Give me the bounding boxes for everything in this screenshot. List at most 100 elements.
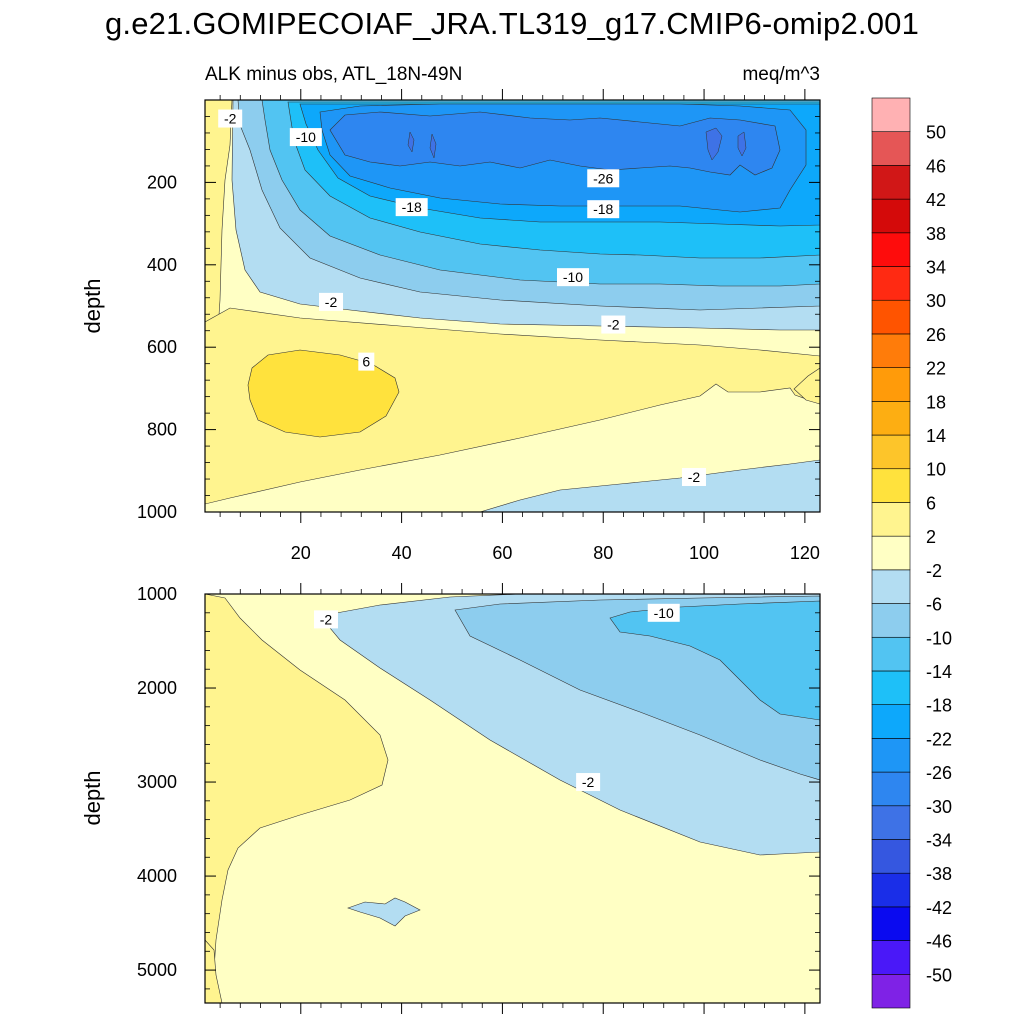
contour-label: -2 bbox=[320, 611, 333, 627]
x-tick-label: 80 bbox=[593, 543, 613, 563]
colorbar-swatch bbox=[871, 636, 911, 672]
colorbar-label: -14 bbox=[926, 662, 952, 682]
contour-labels: -2-10-18-26-18-10-2-26-2-2 -10-2 bbox=[218, 109, 706, 792]
colorbar-label: -50 bbox=[926, 965, 952, 985]
fill-upper-6 bbox=[247, 349, 400, 438]
contour-label: -2 bbox=[607, 317, 620, 333]
contour-label-bg bbox=[681, 467, 706, 486]
colorbar-label: 38 bbox=[926, 224, 946, 244]
contour-label: -18 bbox=[402, 199, 422, 215]
colorbar-swatch bbox=[871, 367, 911, 402]
contour-label: -2 bbox=[688, 469, 701, 485]
fill-upper-deep-neg-2-edge bbox=[800, 462, 820, 512]
colorbar-swatch bbox=[871, 198, 911, 234]
colorbar-label: -30 bbox=[926, 797, 952, 817]
colorbar: -50-46-42-38-34-30-26-22-18-14-10-6-2261… bbox=[871, 97, 952, 1009]
colorbar-label: 2 bbox=[926, 527, 936, 547]
colorbar-label: 46 bbox=[926, 156, 946, 176]
colorbar-swatch bbox=[871, 603, 911, 638]
contour-label-bg bbox=[576, 773, 601, 792]
contour-label-bg bbox=[319, 292, 344, 311]
x-tick-label: 120 bbox=[790, 543, 820, 563]
colorbar-label: -22 bbox=[926, 729, 952, 749]
colorbar-label: 30 bbox=[926, 291, 946, 311]
colorbar-label: -18 bbox=[926, 696, 952, 716]
fill-upper-deep-neg-2 bbox=[479, 459, 820, 512]
contour-label: -26 bbox=[593, 170, 613, 186]
colorbar-swatch bbox=[871, 670, 911, 705]
colorbar-swatch bbox=[871, 805, 911, 840]
colorbar-label: 22 bbox=[926, 359, 946, 379]
x-tick-label: 100 bbox=[689, 543, 719, 563]
colorbar-label: 18 bbox=[926, 392, 946, 412]
fill-upper-neg-30-b bbox=[429, 133, 437, 159]
chart-title: g.e21.GOMIPECOIAF_JRA.TL319_g17.CMIP6-om… bbox=[104, 6, 920, 41]
colorbar-swatch bbox=[871, 131, 911, 166]
colorbar-label: -42 bbox=[926, 898, 952, 918]
colorbar-swatch bbox=[871, 333, 911, 368]
fill-lower-positive-bottom bbox=[205, 939, 223, 1003]
colorbar-label: 50 bbox=[926, 123, 946, 143]
contour-label: -2 bbox=[582, 774, 595, 790]
y-tick-label: 800 bbox=[147, 420, 177, 440]
contour-label: -2 bbox=[224, 111, 237, 127]
y-tick-label: 1000 bbox=[137, 502, 177, 522]
colorbar-label: -34 bbox=[926, 830, 952, 850]
colorbar-swatch bbox=[871, 232, 911, 267]
colorbar-swatch bbox=[871, 299, 911, 335]
colorbar-swatch bbox=[871, 165, 911, 200]
contour-label: -10 bbox=[296, 129, 316, 145]
y-tick-label: 4000 bbox=[137, 866, 177, 886]
contour-label: 6 bbox=[362, 354, 370, 370]
contour-label-bg bbox=[358, 352, 375, 371]
fill-upper-neg-30-a bbox=[407, 131, 415, 153]
x-tick-label: 60 bbox=[492, 543, 512, 563]
y-tick-label: 200 bbox=[147, 172, 177, 192]
colorbar-swatch bbox=[871, 535, 911, 571]
colorbar-swatch bbox=[871, 839, 911, 874]
contour-label-bg bbox=[556, 268, 589, 287]
colorbar-label: 14 bbox=[926, 426, 946, 446]
contour-label-bg bbox=[587, 200, 620, 219]
fill-upper-neg-30-c bbox=[705, 127, 723, 161]
colorbar-swatch bbox=[871, 569, 911, 604]
colorbar-swatch bbox=[871, 704, 911, 739]
contour-label-bg bbox=[218, 109, 243, 128]
y-tick-label: 1000 bbox=[137, 584, 177, 604]
colorbar-swatch bbox=[871, 940, 911, 975]
colorbar-swatch bbox=[871, 738, 911, 773]
upper-axes: 200 400 600 800 1000 20 40 60 80 100 120 bbox=[137, 89, 820, 563]
contour-label-bg bbox=[313, 610, 338, 629]
contour-label: -10 bbox=[654, 605, 674, 621]
y-tick-label: 2000 bbox=[137, 678, 177, 698]
contour-label-bg bbox=[601, 315, 626, 334]
lower-axes: 1000 2000 3000 4000 5000 bbox=[137, 583, 820, 1014]
fill-upper-positive-east bbox=[793, 367, 820, 405]
colorbar-label: -46 bbox=[926, 932, 952, 952]
colorbar-swatch bbox=[871, 872, 911, 908]
chart-subtitle: ALK minus obs, ATL_18N-49N bbox=[205, 64, 463, 85]
x-tick-label: 40 bbox=[392, 543, 412, 563]
upper-panel-frame bbox=[204, 99, 821, 513]
colorbar-label: -10 bbox=[926, 628, 952, 648]
contour-label-bg bbox=[289, 128, 322, 147]
colorbar-label: -26 bbox=[926, 763, 952, 783]
units-label: meq/m^3 bbox=[742, 64, 820, 85]
fill-lower-neg-2-lens bbox=[347, 897, 421, 927]
colorbar-label: 42 bbox=[926, 190, 946, 210]
colorbar-label: -2 bbox=[926, 561, 942, 581]
y-tick-label: 5000 bbox=[137, 960, 177, 980]
lower-panel-fills bbox=[205, 594, 820, 1003]
y-tick-label: 600 bbox=[147, 337, 177, 357]
colorbar-label: 34 bbox=[926, 258, 946, 278]
upper-y-axis-title: depth bbox=[80, 278, 105, 333]
fill-lower-neg-10 bbox=[609, 600, 820, 721]
contour-label-bg bbox=[647, 603, 680, 622]
y-tick-label: 3000 bbox=[137, 772, 177, 792]
lower-y-axis-title: depth bbox=[80, 770, 105, 825]
y-tick-label: 400 bbox=[147, 255, 177, 275]
colorbar-swatch bbox=[871, 771, 911, 807]
fill-upper-neg-30-d bbox=[737, 131, 747, 157]
colorbar-swatch bbox=[871, 502, 911, 537]
